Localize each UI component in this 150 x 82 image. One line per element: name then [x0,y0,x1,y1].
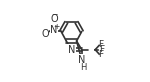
Text: N: N [78,55,85,65]
Text: H: H [80,63,87,72]
Text: F: F [99,45,104,54]
Text: F: F [99,50,104,59]
Text: N: N [68,45,75,55]
Text: F: F [99,40,104,49]
Text: O: O [50,14,58,24]
Text: O: O [41,29,49,39]
Text: N: N [50,25,58,35]
Text: +: + [54,22,60,31]
Text: −: − [51,10,57,19]
